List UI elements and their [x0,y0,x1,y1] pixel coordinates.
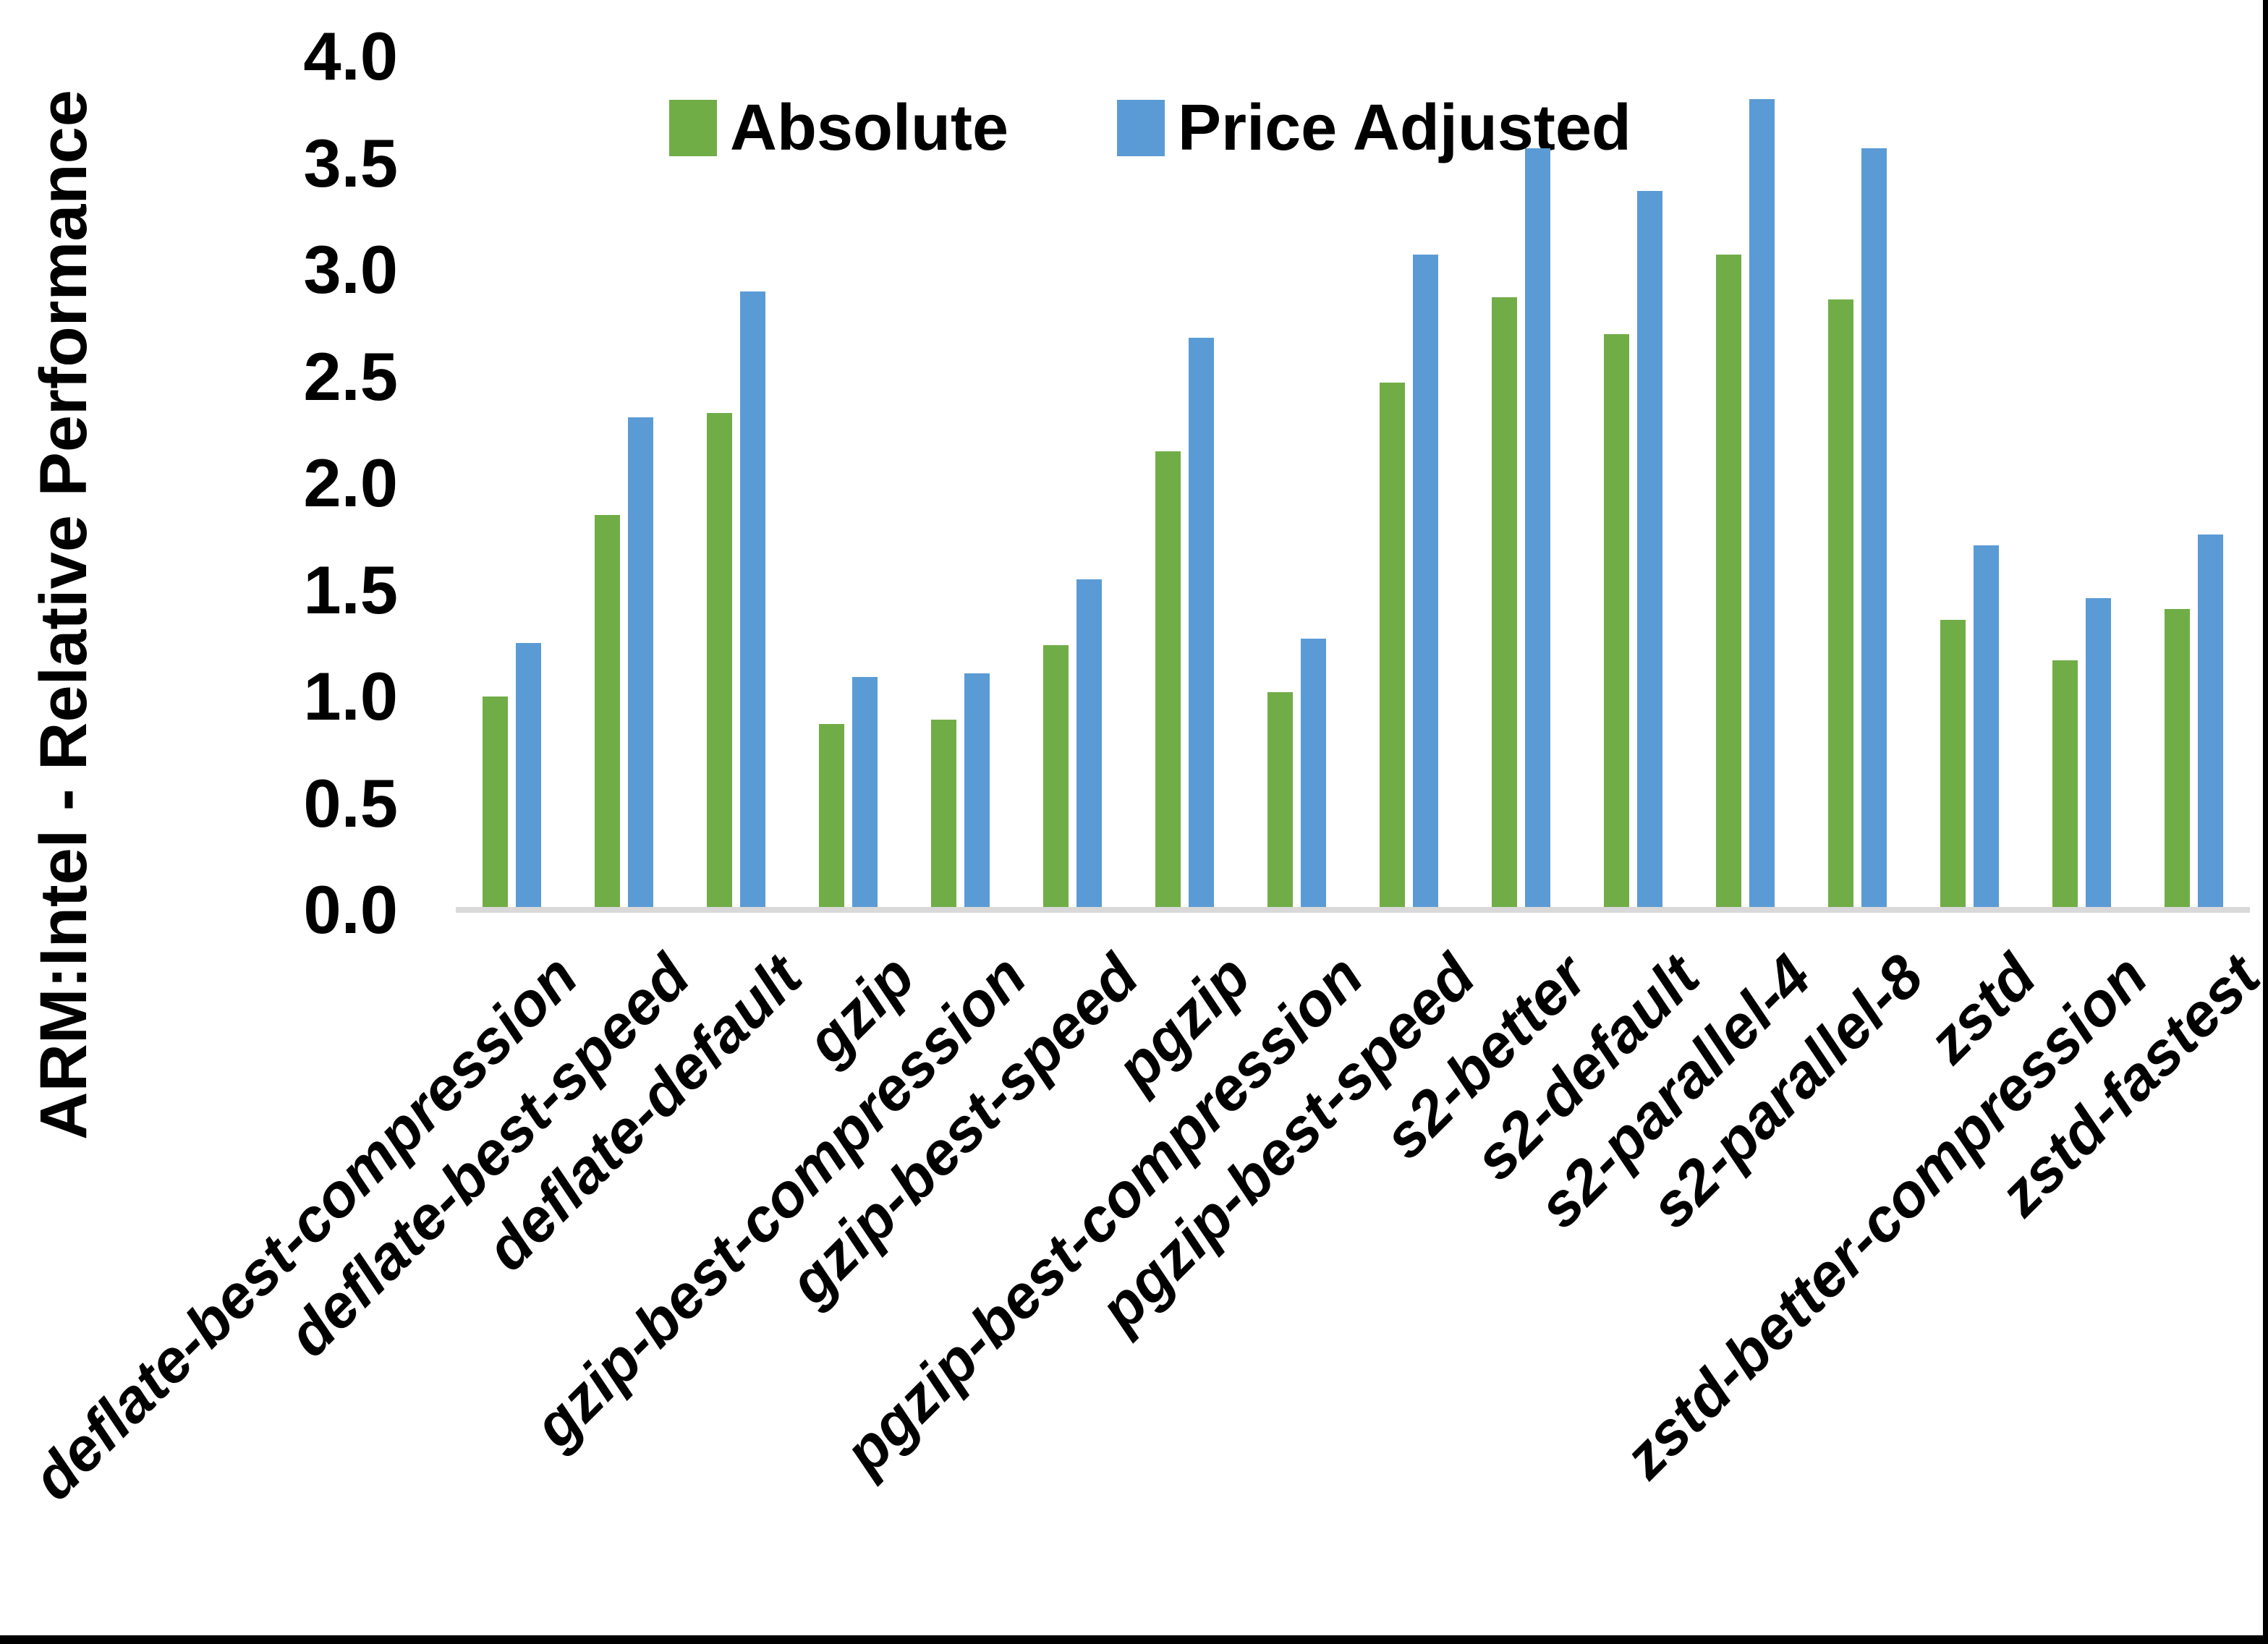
bar-s2-better-price-adjusted [1525,148,1550,910]
bar-gzip-price-adjusted [852,677,878,910]
bar-group-zstd-better-compression [2026,56,2138,910]
legend-label: Absolute [730,92,1009,164]
y-axis-title: ARM:Intel - Relative Performance [27,90,101,1140]
bar-gzip-best-compression-absolute [931,720,956,910]
bar-zstd-fastest-absolute [2165,609,2190,910]
bar-group-s2-better [1465,56,1577,910]
y-tick-label: 2.5 [303,338,398,414]
bar-group-pgzip-best-compression [1241,56,1353,910]
y-tick-label: 1.5 [303,551,398,628]
bar-pgzip-best-compression-absolute [1267,692,1293,910]
plot-area [456,56,2250,910]
bar-group-gzip-best-compression [904,56,1016,910]
legend-item: Absolute [669,95,1008,161]
bar-s2-parallel-8-absolute [1828,299,1853,910]
bar-deflate-best-speed-price-adjusted [628,417,653,910]
bar-gzip-absolute [819,724,844,910]
bar-group-deflate-best-compression [456,56,568,910]
bar-pgzip-best-compression-price-adjusted [1301,639,1326,910]
bar-zstd-fastest-price-adjusted [2198,534,2223,910]
bar-pgzip-price-adjusted [1189,338,1214,910]
bar-zstd-price-adjusted [1974,545,1999,910]
bar-s2-parallel-8-price-adjusted [1861,148,1887,910]
y-tick-label: 3.5 [303,124,398,201]
y-tick-label: 1.0 [303,658,398,734]
bar-s2-default-price-adjusted [1637,190,1662,910]
legend: Absolute Price Adjusted [669,95,1631,161]
bar-deflate-default-absolute [707,412,732,910]
y-tick-label: 3.0 [303,231,398,307]
bar-s2-better-absolute [1492,297,1517,910]
y-tick-label: 0.5 [303,764,398,841]
legend-swatch-icon [669,100,717,156]
y-tick-label: 0.0 [303,872,398,947]
bar-gzip-best-speed-price-adjusted [1076,579,1102,910]
window-bottom-edge [0,1635,2268,1644]
legend-swatch-icon [1117,100,1165,156]
bar-group-gzip-best-speed [1016,56,1129,910]
bar-zstd-better-compression-absolute [2052,660,2078,910]
bar-gzip-best-speed-absolute [1043,645,1069,910]
bar-zstd-better-compression-price-adjusted [2086,598,2111,910]
bar-deflate-best-compression-price-adjusted [516,643,541,910]
y-tick-label: 2.0 [303,445,398,521]
bar-pgzip-best-speed-price-adjusted [1413,255,1438,910]
bar-deflate-default-price-adjusted [740,291,765,910]
bar-group-pgzip [1129,56,1241,910]
bar-group-pgzip-best-speed [1353,56,1465,910]
bar-group-gzip [792,56,904,910]
bar-group-s2-parallel-8 [1801,56,1914,910]
bar-gzip-best-compression-price-adjusted [964,673,990,910]
bar-group-zstd [1914,56,2026,910]
bar-group-zstd-fastest [2138,56,2250,910]
bar-zstd-absolute [1940,619,1966,910]
bar-group-deflate-best-speed [568,56,680,910]
bar-pgzip-best-speed-absolute [1380,383,1405,910]
bar-group-s2-parallel-4 [1689,56,1801,910]
legend-item: Price Adjusted [1117,95,1631,161]
bar-s2-default-absolute [1604,333,1629,910]
x-axis-line [456,907,2250,913]
bar-s2-parallel-4-price-adjusted [1749,99,1775,910]
bar-s2-parallel-4-absolute [1716,255,1741,910]
legend-label: Price Adjusted [1178,92,1631,164]
bar-deflate-best-speed-absolute [595,515,620,910]
bar-group-deflate-default [680,56,792,910]
y-tick-label: 4.0 [303,18,398,94]
bar-deflate-best-compression-absolute [483,697,508,910]
bar-group-s2-default [1577,56,1689,910]
bar-pgzip-absolute [1155,451,1181,910]
window-right-edge [2263,0,2268,1644]
